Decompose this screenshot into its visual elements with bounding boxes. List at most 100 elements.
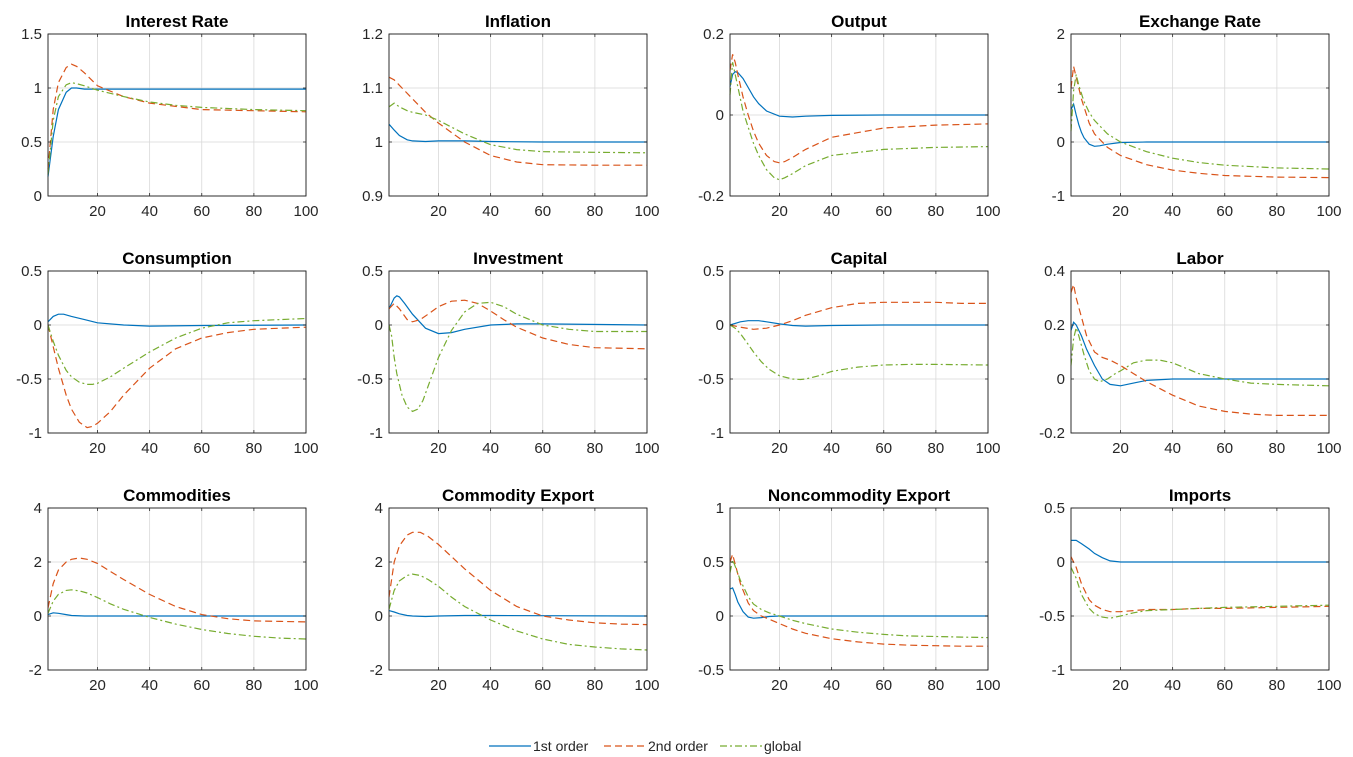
y-tick-label: 0.5 bbox=[21, 263, 42, 280]
y-tick-label: 1 bbox=[375, 134, 383, 151]
x-tick-label: 80 bbox=[587, 203, 604, 220]
x-tick-label: 100 bbox=[1316, 677, 1341, 694]
x-tick-label: 60 bbox=[534, 203, 551, 220]
series-line-1st-order bbox=[47, 313, 307, 327]
series-line-global bbox=[729, 62, 989, 181]
y-tick-label: -1 bbox=[711, 425, 724, 442]
y-tick-label: -2 bbox=[29, 662, 42, 679]
axes-box bbox=[47, 507, 307, 671]
series-line-1st-order bbox=[729, 320, 988, 327]
y-tick-label: -0.5 bbox=[357, 371, 383, 388]
plot-area bbox=[47, 270, 307, 434]
plot-area bbox=[47, 507, 307, 671]
y-tick-label: -0.5 bbox=[1039, 608, 1065, 625]
y-tick-label: -1 bbox=[1052, 188, 1065, 205]
x-tick-label: 40 bbox=[141, 203, 158, 220]
x-tick-label: 60 bbox=[534, 440, 551, 457]
panel-title: Consumption bbox=[122, 249, 232, 268]
y-tick-label: 0 bbox=[716, 107, 724, 124]
y-tick-label: -0.5 bbox=[698, 662, 724, 679]
x-tick-label: 40 bbox=[141, 677, 158, 694]
x-tick-label: 100 bbox=[1316, 440, 1341, 457]
subplot-exchange-rate: 20 40 60 80 100 -1 0 1 2 Exchange Rate bbox=[1052, 12, 1342, 220]
axes-box bbox=[1070, 507, 1330, 671]
y-tick-label: 0.5 bbox=[703, 554, 724, 571]
x-tick-label: 20 bbox=[430, 203, 447, 220]
series-line-global bbox=[47, 589, 307, 640]
y-tick-label: 0.4 bbox=[1044, 263, 1065, 280]
y-tick-label: 4 bbox=[34, 500, 42, 517]
x-tick-label: 80 bbox=[246, 677, 263, 694]
x-tick-label: 100 bbox=[634, 440, 659, 457]
series-line-2nd-order bbox=[1070, 556, 1330, 613]
y-tick-label: -0.2 bbox=[1039, 425, 1065, 442]
x-tick-label: 80 bbox=[928, 203, 945, 220]
series-line-global bbox=[1070, 325, 1330, 387]
panel-title: Imports bbox=[1169, 486, 1231, 505]
axes-box bbox=[47, 270, 307, 434]
series-line-2nd-order bbox=[47, 557, 307, 623]
series-line-2nd-order bbox=[47, 324, 307, 429]
legend-label: global bbox=[764, 738, 801, 754]
x-tick-label: 40 bbox=[1164, 677, 1181, 694]
x-tick-label: 100 bbox=[293, 203, 318, 220]
subplot-capital: 20 40 60 80 100 -1 -0.5 0 0.5 Capital bbox=[698, 249, 1000, 457]
x-tick-label: 40 bbox=[482, 203, 499, 220]
plot-area bbox=[47, 33, 307, 197]
series-line-1st-order bbox=[47, 87, 306, 177]
y-tick-label: 1.5 bbox=[21, 26, 42, 43]
axes-box bbox=[729, 507, 989, 671]
y-tick-label: 1.2 bbox=[362, 26, 383, 43]
y-tick-label: -2 bbox=[370, 662, 383, 679]
legend-label: 1st order bbox=[533, 738, 589, 754]
x-tick-label: 40 bbox=[141, 440, 158, 457]
subplot-consumption: 20 40 60 80 100 -1 -0.5 0 0.5 Consumption bbox=[16, 249, 318, 457]
panel-title: Commodity Export bbox=[442, 486, 594, 505]
x-tick-label: 20 bbox=[89, 677, 106, 694]
y-tick-label: 0 bbox=[1057, 554, 1065, 571]
series-line-2nd-order bbox=[1070, 284, 1329, 416]
x-tick-label: 60 bbox=[875, 440, 892, 457]
y-tick-label: 1 bbox=[1057, 80, 1065, 97]
x-tick-label: 60 bbox=[1216, 677, 1233, 694]
subplot-imports: 20 40 60 80 100 -1 -0.5 0 0.5 Imports bbox=[1039, 486, 1341, 694]
x-tick-label: 60 bbox=[1216, 440, 1233, 457]
y-tick-label: 0.5 bbox=[362, 263, 383, 280]
y-tick-label: 0 bbox=[375, 317, 383, 334]
series-line-2nd-order bbox=[388, 76, 647, 166]
legend-item-global: global bbox=[720, 738, 801, 754]
x-tick-label: 60 bbox=[193, 440, 210, 457]
legend: 1st order 2nd order global bbox=[489, 738, 801, 754]
y-tick-label: -1 bbox=[29, 425, 42, 442]
x-tick-label: 100 bbox=[634, 677, 659, 694]
x-tick-label: 60 bbox=[193, 203, 210, 220]
panel-title: Commodities bbox=[123, 486, 231, 505]
subplot-inflation: 20 40 60 80 100 0.9 1 1.1 1.2 Inflation bbox=[362, 12, 659, 220]
y-tick-label: 0 bbox=[716, 317, 724, 334]
x-tick-label: 20 bbox=[1112, 440, 1129, 457]
series-line-1st-order bbox=[1070, 102, 1329, 147]
x-tick-label: 80 bbox=[587, 677, 604, 694]
y-tick-label: -1 bbox=[1052, 662, 1065, 679]
y-tick-label: 1.1 bbox=[362, 80, 383, 97]
x-tick-label: 40 bbox=[1164, 203, 1181, 220]
y-tick-label: 0.5 bbox=[1044, 500, 1065, 517]
subplot-commodity-export: 20 40 60 80 100 -2 0 2 4 Commodity Export bbox=[370, 486, 660, 694]
legend-item-1st-order: 1st order bbox=[489, 738, 589, 754]
y-tick-label: 0 bbox=[34, 608, 42, 625]
panel-title: Labor bbox=[1176, 249, 1224, 268]
x-tick-label: 80 bbox=[1269, 203, 1286, 220]
y-tick-label: 0 bbox=[34, 188, 42, 205]
x-tick-label: 40 bbox=[482, 677, 499, 694]
y-tick-label: 2 bbox=[375, 554, 383, 571]
x-tick-label: 40 bbox=[823, 203, 840, 220]
x-tick-label: 40 bbox=[1164, 440, 1181, 457]
y-tick-label: 0.5 bbox=[21, 134, 42, 151]
series-line-2nd-order bbox=[388, 531, 648, 626]
x-tick-label: 80 bbox=[928, 440, 945, 457]
series-line-global bbox=[729, 557, 989, 639]
x-tick-label: 80 bbox=[246, 203, 263, 220]
legend-item-2nd-order: 2nd order bbox=[604, 738, 708, 754]
